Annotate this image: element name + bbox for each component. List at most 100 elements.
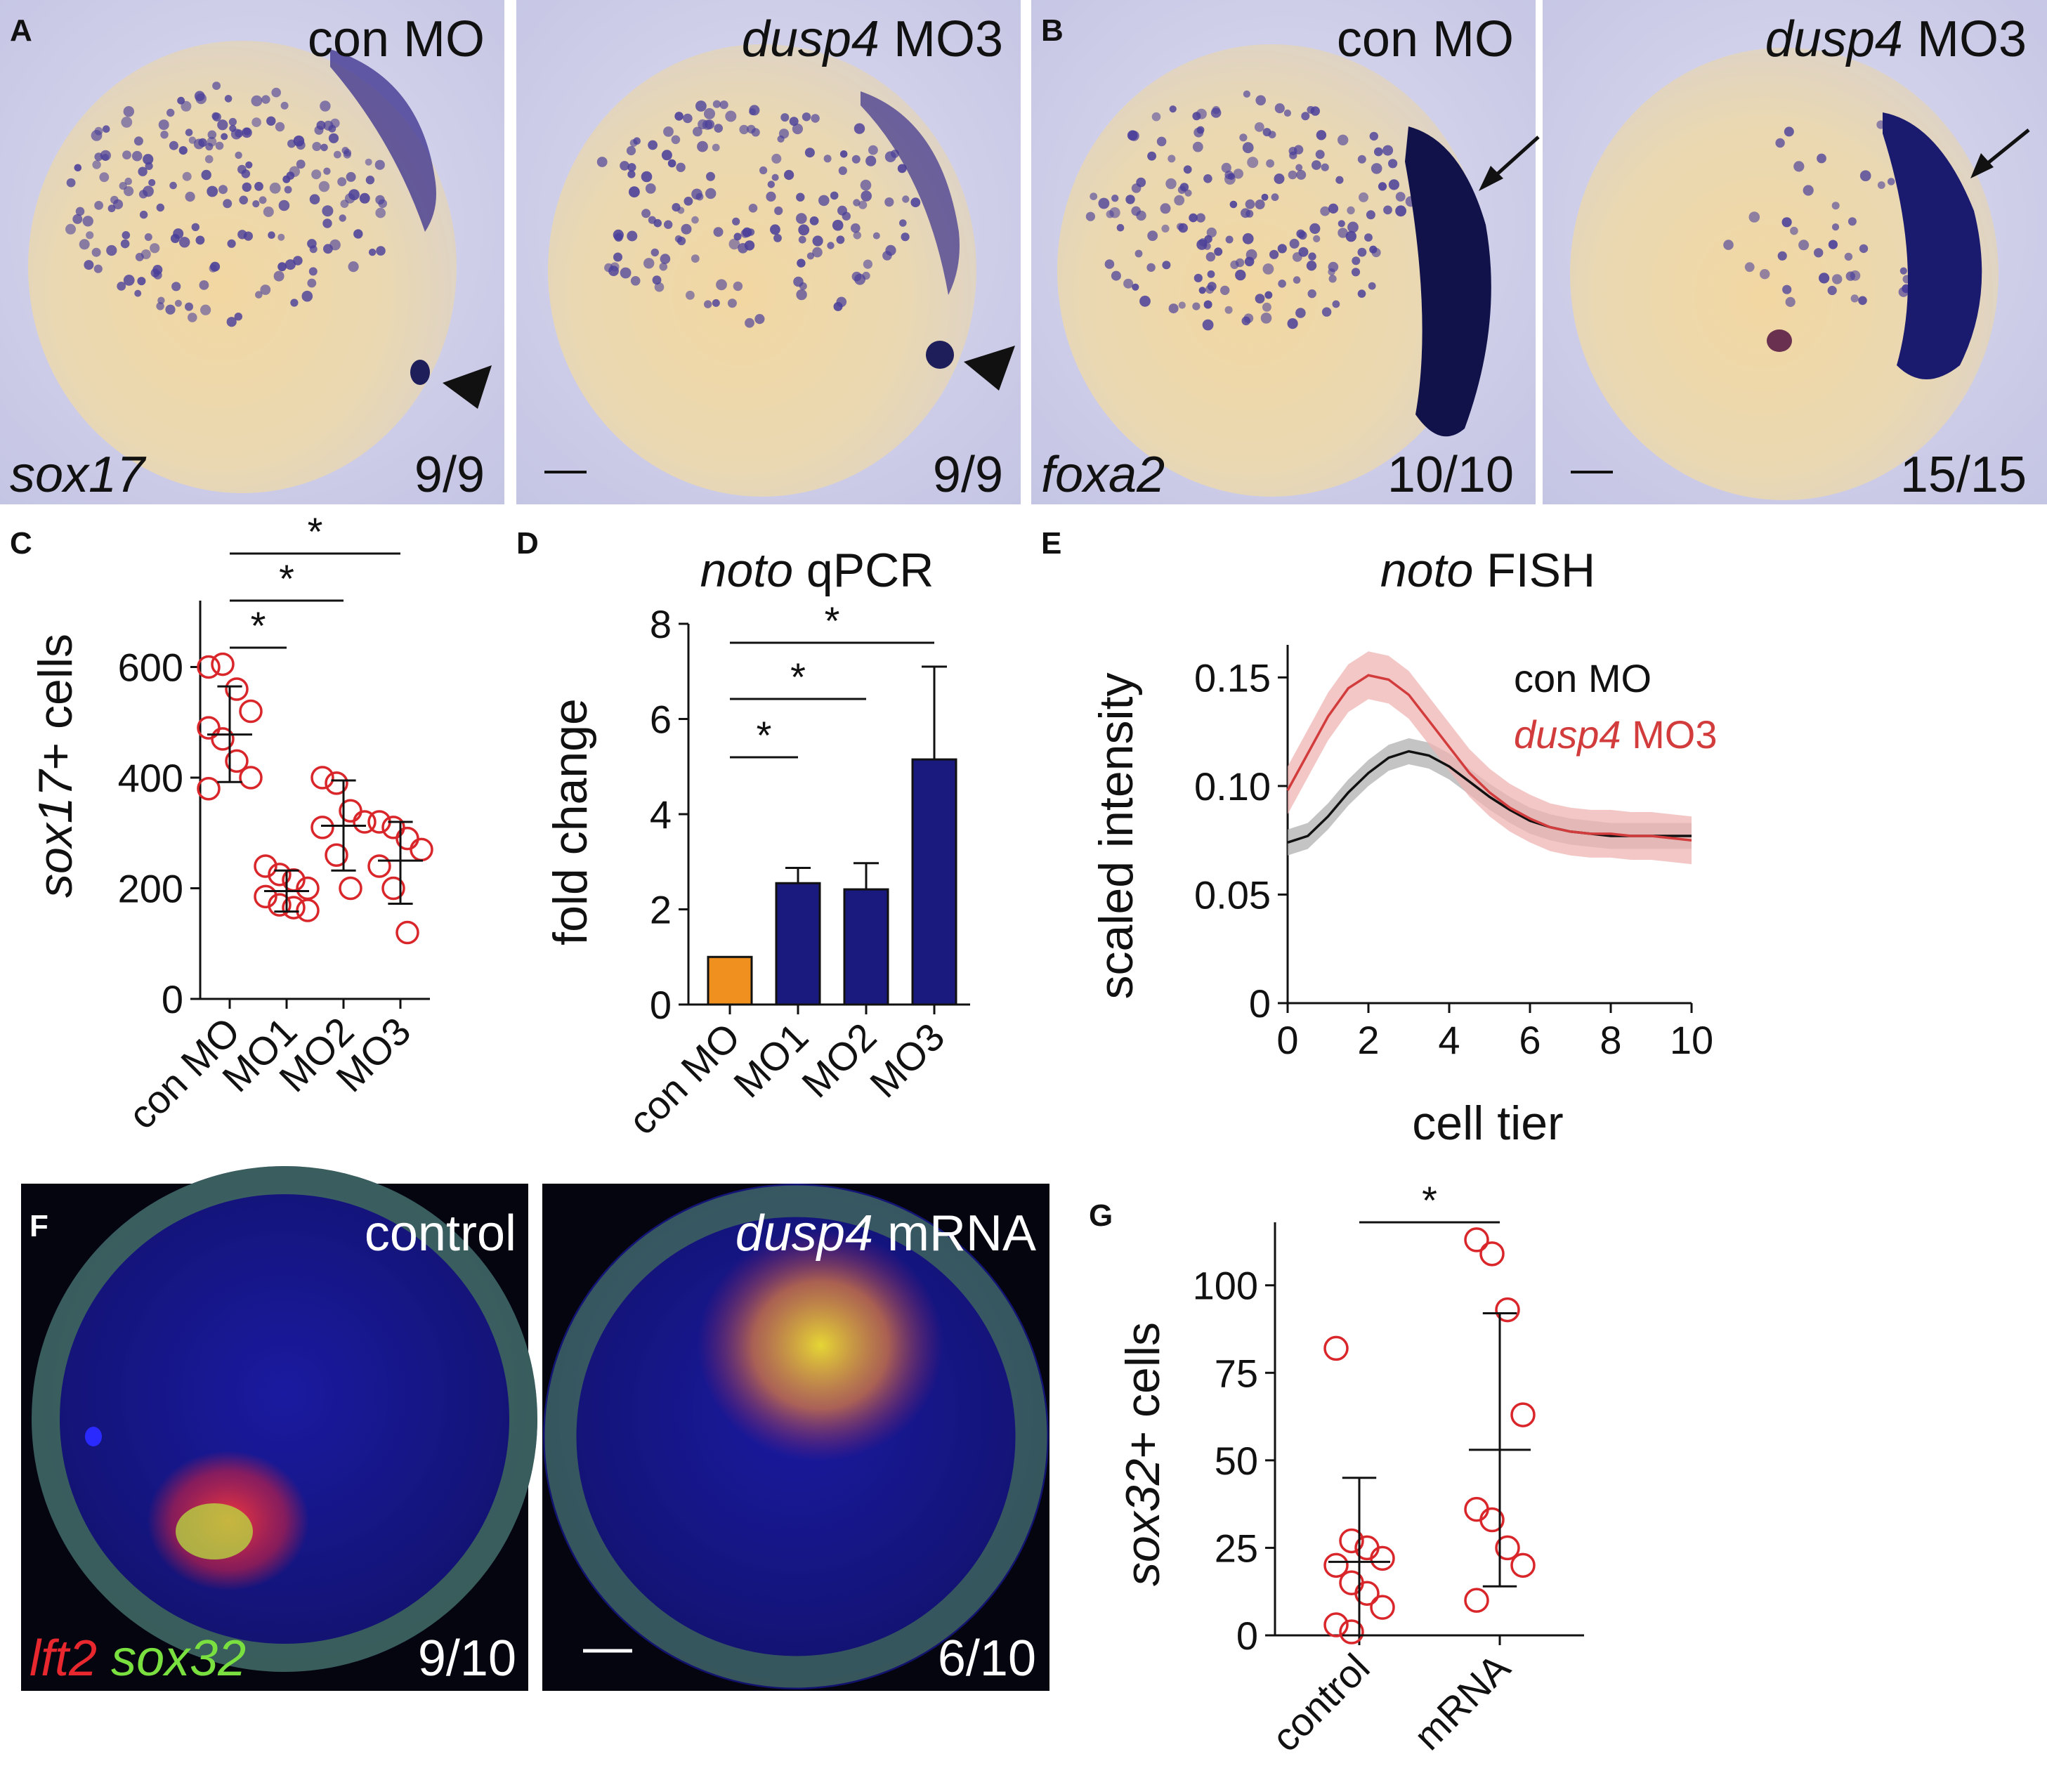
- y-tick-label: 400: [118, 756, 183, 800]
- stained-cell: [339, 214, 346, 222]
- stained-cell: [359, 192, 370, 204]
- stained-cell: [1850, 270, 1861, 281]
- stained-cell: [661, 150, 672, 161]
- stained-cell: [123, 275, 135, 286]
- stained-cell: [322, 218, 332, 228]
- stained-cell: [284, 185, 292, 194]
- stained-cell: [1255, 294, 1265, 303]
- stained-cell: [1803, 185, 1814, 196]
- stained-cell: [263, 207, 274, 217]
- g-ylabel: sox32+ cells: [1116, 1322, 1170, 1586]
- stained-cell: [171, 282, 181, 292]
- stained-cell: [836, 296, 847, 308]
- stained-cell: [148, 178, 156, 187]
- stained-cell: [1293, 276, 1301, 284]
- stained-cell: [1225, 235, 1234, 244]
- data-point: [1323, 1612, 1349, 1637]
- chart-g: 0 25 50 75 100 control mRNA *: [1193, 1178, 1584, 1760]
- stained-cell: [280, 101, 289, 110]
- stained-cell: [268, 231, 275, 240]
- significance-star: *: [757, 713, 772, 757]
- stained-cell: [245, 161, 253, 169]
- stained-cell: [667, 159, 676, 168]
- stained-cell: [733, 281, 743, 292]
- stained-cell: [1877, 181, 1885, 189]
- e-ylabel: scaled intensity: [1090, 673, 1143, 1000]
- stained-cell: [836, 235, 845, 244]
- y-tick-label: 50: [1215, 1439, 1258, 1483]
- stained-cells: [65, 81, 387, 327]
- stained-cell: [1828, 240, 1838, 249]
- stained-cell: [853, 199, 861, 207]
- stained-cell: [1790, 226, 1798, 235]
- stained-cell: [838, 166, 847, 176]
- stained-cell: [200, 304, 211, 315]
- data-point: [1464, 1227, 1489, 1253]
- stained-cell: [745, 318, 754, 328]
- stained-cell: [260, 285, 271, 295]
- stained-cell: [778, 129, 790, 139]
- data-point: [1479, 1241, 1505, 1267]
- stained-cell: [1374, 147, 1383, 157]
- stained-cell: [99, 172, 110, 183]
- data-point: [1370, 1545, 1395, 1571]
- stained-cell: [1819, 273, 1830, 284]
- stained-cell: [79, 239, 90, 250]
- stained-cell: [174, 299, 182, 307]
- stained-cell: [365, 158, 372, 166]
- stained-cell: [714, 124, 723, 133]
- stained-cell: [178, 146, 188, 155]
- stained-cell: [641, 171, 653, 183]
- stained-cell: [72, 214, 83, 224]
- stained-cell: [1308, 252, 1316, 261]
- stained-cell: [261, 95, 270, 104]
- stained-cell: [620, 161, 629, 171]
- stained-cell: [804, 148, 815, 158]
- stained-cell: [1777, 251, 1787, 261]
- stained-cell: [224, 95, 233, 103]
- yolk-mark: [1767, 329, 1792, 352]
- stained-cell: [1116, 223, 1125, 232]
- panel-letter-c: C: [10, 526, 32, 561]
- panel-letter-f: F: [30, 1209, 48, 1243]
- stained-cell: [1858, 296, 1867, 306]
- panel-g: G sox32+ cells 0 25 50 75 100 control mRNA *: [1089, 1178, 1584, 1760]
- stained-cell: [823, 155, 832, 163]
- data-point: [353, 810, 377, 834]
- stained-cell: [308, 267, 318, 276]
- stained-cell: [1196, 239, 1208, 250]
- stained-cell: [348, 189, 360, 200]
- stained-cell: [91, 130, 103, 141]
- condition-label: dusp4 MO3: [1765, 11, 2027, 67]
- stained-cell: [1723, 240, 1734, 250]
- y-tick-label: 0.15: [1194, 655, 1271, 700]
- stained-cell: [1313, 235, 1321, 242]
- condition-label: dusp4 MO3: [742, 11, 1003, 67]
- stained-cell: [861, 190, 872, 202]
- stained-cell: [1383, 205, 1392, 215]
- stained-cell: [713, 227, 724, 237]
- data-point: [1464, 1588, 1489, 1613]
- stained-cell: [1357, 247, 1367, 257]
- data-point: [1323, 1552, 1349, 1578]
- stained-cell: [1388, 159, 1398, 169]
- stained-cell: [759, 166, 768, 175]
- stained-cell: [237, 230, 247, 240]
- stained-cell: [683, 113, 693, 124]
- stained-cell: [221, 133, 228, 140]
- gene-label: sox17: [10, 447, 147, 503]
- y-tick-label: 4: [650, 792, 672, 837]
- stained-cell: [93, 264, 103, 273]
- stained-cell: [1161, 224, 1170, 233]
- stained-cell: [207, 130, 217, 140]
- lft2-sox32-domain: [698, 1229, 943, 1461]
- stained-cell: [160, 131, 169, 139]
- stained-cell: [311, 169, 322, 180]
- stained-cell: [704, 107, 715, 119]
- stained-cell: [798, 235, 806, 244]
- stained-cell: [832, 219, 844, 231]
- stained-cell: [1301, 112, 1310, 121]
- stained-cell: [1242, 142, 1254, 154]
- stained-cell: [188, 136, 197, 144]
